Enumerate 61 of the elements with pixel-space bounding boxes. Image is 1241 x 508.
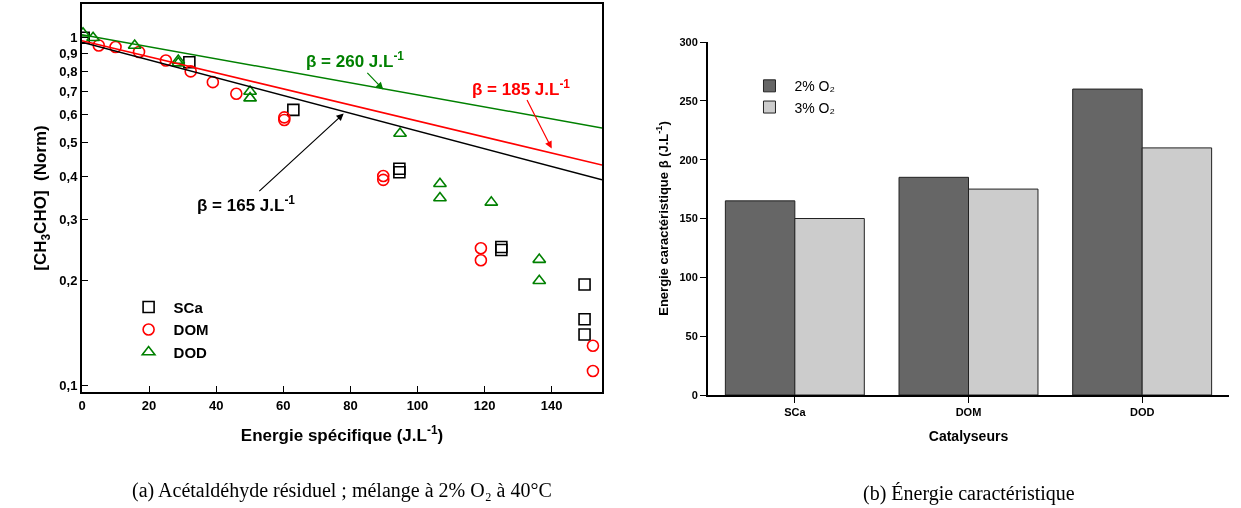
text: (a) Acétaldéhyde résiduel ; mélange à 2% O₂ à 40°C [132,479,552,502]
point [206,75,220,89]
y-tick-label: 250 [679,94,698,107]
y-tick-label: 300 [679,35,698,48]
y-tick-label: 0,9 [59,46,78,62]
y-tick-label: 0,4 [59,168,79,184]
text: (b) Énergie caractéristique [863,482,1075,505]
annotation: β = 165 J.L$^{-1}$ [197,193,296,216]
y-tick-label: 0 [691,388,698,401]
y-tick-label: 1 [70,30,78,46]
point [132,45,146,59]
y-tick-label: 50 [685,330,698,343]
y-tick-label: 200 [679,153,698,166]
point [183,55,196,69]
x-tick-label: DOD [1129,406,1155,419]
point [287,103,300,117]
point [578,278,591,291]
x-tick-label: SCa [784,406,807,419]
point [586,364,600,378]
x-tick-label: 20 [141,397,157,413]
y-tick-label: 0,1 [59,377,78,393]
point [393,162,406,175]
y-tick-label: 0,3 [59,212,78,228]
point [474,253,488,267]
point [109,40,122,54]
annotation: β = 260 J.L$^{-1}$ [306,49,405,72]
legend-label: 3% O₂ [794,99,835,116]
legend-label: 2% O₂ [794,78,835,95]
point [532,253,547,264]
point [184,65,197,78]
x-axis-title: Catalyseurs [928,428,1009,444]
y-tick-label: 0,5 [59,134,78,150]
point [578,328,591,341]
legend-label: DOD [173,343,208,361]
y-tick-label: 0,6 [59,107,78,123]
x-tick-label: 40 [208,397,224,413]
x-tick-label: DOM [955,406,982,419]
point [586,339,600,353]
y-tick-label: 100 [679,271,698,284]
x-tick-label: 140 [540,397,563,413]
point [474,241,488,255]
point [393,166,406,179]
point [230,87,243,101]
x-tick-label: 120 [473,397,496,413]
x-tick-label: 60 [276,397,291,413]
point [376,169,390,183]
x-axis-title: Energie spécifique (J.L$^{-1}$) [240,423,444,446]
legend-label: SCa [173,298,204,316]
y-tick-label: 150 [679,212,698,225]
x-tick-label: 100 [406,397,429,413]
y-tick-label: 0,2 [59,273,78,289]
point [92,39,106,52]
point [159,54,173,67]
point [578,312,591,326]
y-tick-label: 0,7 [59,84,78,100]
x-tick-label: 80 [343,397,358,413]
point [376,173,390,187]
annotation: β = 185 J.L$^{-1}$ [472,77,571,100]
legend-label: DOM [173,321,209,339]
point [532,274,547,285]
y-tick-label: 0,8 [59,63,78,79]
